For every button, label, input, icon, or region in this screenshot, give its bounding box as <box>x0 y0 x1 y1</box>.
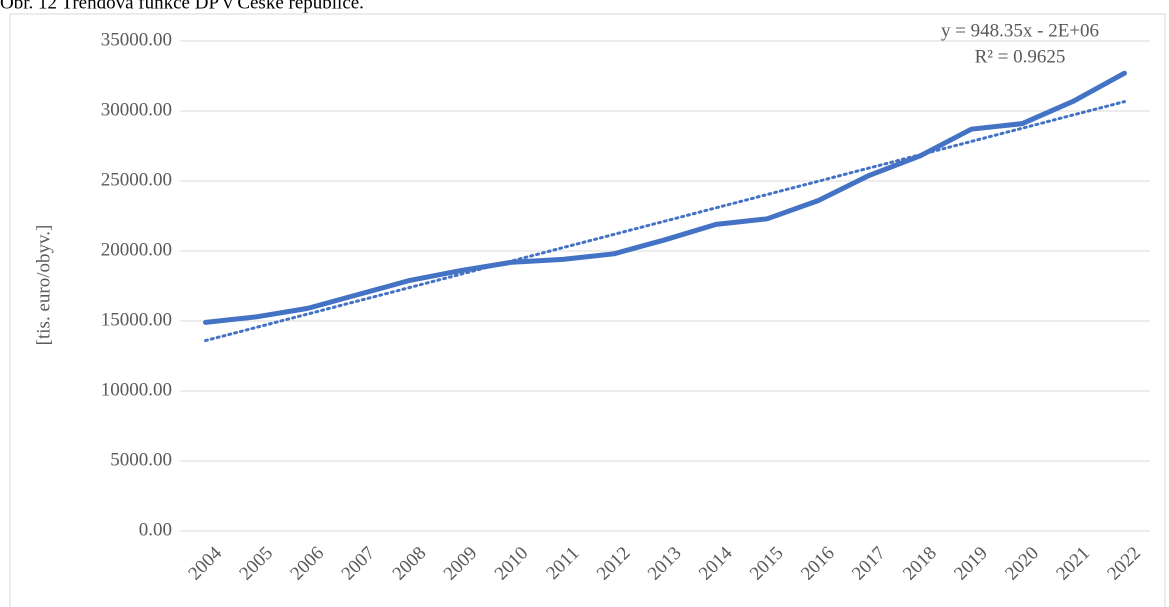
trendline <box>204 100 1126 343</box>
y-axis-label: [tis. euro/obyv.] <box>33 225 54 346</box>
y-tick-label: 20000.00 <box>101 239 172 260</box>
x-tick-label: 2004 <box>184 542 226 584</box>
x-tick-label: 2016 <box>797 543 839 585</box>
y-tick-label: 10000.00 <box>101 379 172 400</box>
y-tick-label: 5000.00 <box>110 449 172 470</box>
x-tick-label: 2009 <box>440 543 482 585</box>
x-tick-label: 2008 <box>389 543 431 585</box>
x-tick-label: 2015 <box>746 543 788 585</box>
trend-equation: y = 948.35x - 2E+06 <box>941 20 1099 41</box>
x-tick-label: 2011 <box>542 543 583 584</box>
r-squared: R² = 0.9625 <box>975 46 1066 67</box>
x-tick-label: 2007 <box>338 543 380 585</box>
x-tick-label: 2020 <box>1001 543 1043 585</box>
y-tick-label: 30000.00 <box>101 99 172 120</box>
x-tick-label: 2006 <box>286 543 328 585</box>
x-tick-label: 2018 <box>899 543 941 585</box>
y-tick-label: 35000.00 <box>101 29 172 50</box>
x-tick-label: 2013 <box>644 543 686 585</box>
chart-frame <box>9 13 1166 607</box>
y-tick-label: 25000.00 <box>101 169 172 190</box>
x-tick-label: 2019 <box>950 543 992 585</box>
x-tick-label: 2005 <box>235 543 277 585</box>
x-tick-label: 2010 <box>491 543 533 585</box>
x-tick-label: 2014 <box>695 542 737 584</box>
x-tick-label: 2022 <box>1103 543 1145 585</box>
chart-title: Obr. 12 Trendová funkce DP v České repub… <box>0 0 364 13</box>
x-tick-label: 2017 <box>848 543 890 585</box>
y-tick-label: 15000.00 <box>101 309 172 330</box>
data-line <box>203 70 1127 325</box>
x-tick-label: 2012 <box>593 543 635 585</box>
x-tick-label: 2021 <box>1052 543 1094 585</box>
y-tick-label: 0.00 <box>139 519 172 540</box>
